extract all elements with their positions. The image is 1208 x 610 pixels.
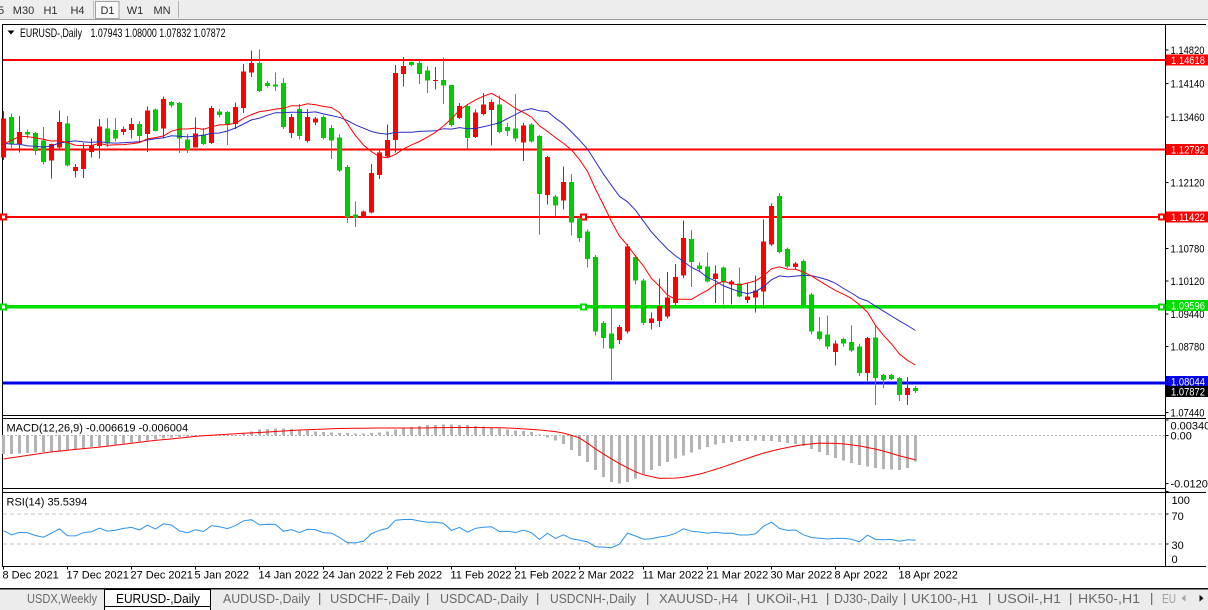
svg-text:8 Apr 2022: 8 Apr 2022 xyxy=(835,570,888,582)
svg-text:UK100-,H1: UK100-,H1 xyxy=(911,591,978,606)
svg-text:1.14618: 1.14618 xyxy=(1171,55,1205,67)
svg-text:|: | xyxy=(1069,591,1072,606)
svg-text:11 Feb 2022: 11 Feb 2022 xyxy=(451,570,512,582)
svg-text:8 Dec 2021: 8 Dec 2021 xyxy=(3,570,59,582)
svg-text:5 Jan 2022: 5 Jan 2022 xyxy=(195,570,249,582)
svg-text:5: 5 xyxy=(0,5,4,17)
svg-text:EU: EU xyxy=(1162,591,1176,606)
svg-text:EURUSD-,Daily: EURUSD-,Daily xyxy=(116,591,200,606)
svg-text:H1: H1 xyxy=(43,5,57,17)
svg-text:MACD(12,26,9) -0.006619 -0.006: MACD(12,26,9) -0.006619 -0.006004 xyxy=(7,422,189,434)
svg-text:30 Mar 2022: 30 Mar 2022 xyxy=(771,570,833,582)
svg-text:1.09440: 1.09440 xyxy=(1171,309,1205,321)
svg-text:1.14820: 1.14820 xyxy=(1171,45,1205,57)
svg-text:H4: H4 xyxy=(70,5,84,17)
svg-text:0.003408: 0.003408 xyxy=(1171,420,1208,432)
svg-text:M30: M30 xyxy=(13,5,34,17)
svg-text:27 Dec 2021: 27 Dec 2021 xyxy=(131,570,193,582)
svg-text:24 Jan 2022: 24 Jan 2022 xyxy=(323,570,384,582)
svg-text:21 Feb 2022: 21 Feb 2022 xyxy=(515,570,577,582)
svg-text:|: | xyxy=(903,591,906,606)
svg-text:1.07440: 1.07440 xyxy=(1171,407,1205,419)
svg-text:1.08780: 1.08780 xyxy=(1171,342,1205,354)
svg-text:|: | xyxy=(536,591,539,606)
svg-text:1.10120: 1.10120 xyxy=(1171,276,1205,288)
svg-text:0.00: 0.00 xyxy=(1171,431,1192,443)
svg-text:USDCAD-,Daily: USDCAD-,Daily xyxy=(440,591,528,606)
svg-text:-0.012058: -0.012058 xyxy=(1171,479,1208,491)
svg-text:1.12792: 1.12792 xyxy=(1171,145,1205,157)
svg-text:RSI(14) 35.5394: RSI(14) 35.5394 xyxy=(7,497,88,509)
svg-text:USDX,Weekly: USDX,Weekly xyxy=(27,591,97,606)
svg-text:DJ30-,Daily: DJ30-,Daily xyxy=(834,591,898,606)
svg-text:14 Jan 2022: 14 Jan 2022 xyxy=(259,570,320,582)
svg-text:|: | xyxy=(747,591,750,606)
svg-text:100: 100 xyxy=(1172,495,1190,507)
svg-text:2 Mar 2022: 2 Mar 2022 xyxy=(579,570,635,582)
svg-text:HK50-,H1: HK50-,H1 xyxy=(1078,591,1140,606)
svg-text:1.14140: 1.14140 xyxy=(1171,78,1205,90)
svg-text:USDCNH-,Daily: USDCNH-,Daily xyxy=(550,591,636,606)
svg-text:18 Apr 2022: 18 Apr 2022 xyxy=(899,570,958,582)
svg-text:17 Dec 2021: 17 Dec 2021 xyxy=(67,570,129,582)
svg-text:1.07872: 1.07872 xyxy=(1171,386,1205,398)
svg-text:|: | xyxy=(646,591,649,606)
svg-text:1.09596: 1.09596 xyxy=(1171,301,1205,313)
svg-text:AUDUSD-,Daily: AUDUSD-,Daily xyxy=(223,591,310,606)
svg-text:UKOil-,H1: UKOil-,H1 xyxy=(756,591,818,606)
svg-text:|: | xyxy=(426,591,429,606)
svg-text:|: | xyxy=(826,591,829,606)
svg-text:EURUSD-,Daily: EURUSD-,Daily xyxy=(20,26,82,40)
svg-text:1.10780: 1.10780 xyxy=(1171,243,1205,255)
svg-text:XAUUSD-,H4: XAUUSD-,H4 xyxy=(659,591,738,606)
svg-text:|: | xyxy=(1150,591,1153,606)
svg-text:11 Mar 2022: 11 Mar 2022 xyxy=(643,570,704,582)
svg-text:21 Mar 2022: 21 Mar 2022 xyxy=(707,570,769,582)
svg-text:1.08044: 1.08044 xyxy=(1171,376,1205,388)
svg-text:70: 70 xyxy=(1172,511,1184,523)
svg-text:|: | xyxy=(318,591,321,606)
svg-text:1.13460: 1.13460 xyxy=(1171,112,1205,124)
svg-text:0: 0 xyxy=(1172,554,1178,566)
svg-text:1.11422: 1.11422 xyxy=(1171,212,1205,224)
svg-text:1.07943 1.08000 1.07832 1.0787: 1.07943 1.08000 1.07832 1.07872 xyxy=(91,26,226,40)
svg-text:W1: W1 xyxy=(127,5,144,17)
svg-text:USOil-,H1: USOil-,H1 xyxy=(997,591,1061,606)
svg-text:1.12120: 1.12120 xyxy=(1171,178,1205,190)
svg-text:MN: MN xyxy=(153,5,170,17)
svg-text:|: | xyxy=(988,591,991,606)
svg-text:USDCHF-,Daily: USDCHF-,Daily xyxy=(330,591,420,606)
svg-text:D1: D1 xyxy=(100,5,114,17)
svg-text:30: 30 xyxy=(1172,540,1184,552)
svg-text:2 Feb 2022: 2 Feb 2022 xyxy=(387,570,443,582)
